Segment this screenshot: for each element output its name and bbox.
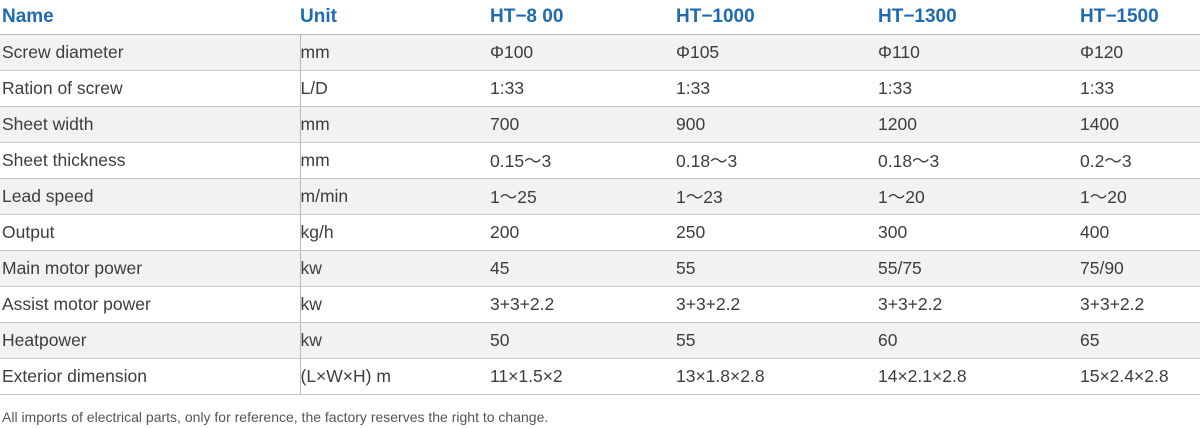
row-value: 700 — [490, 106, 676, 143]
row-value: 0.2～3 — [1080, 142, 1200, 179]
header-model: HT−1300 — [878, 0, 1080, 35]
row-value: 3+3+2.2 — [490, 286, 676, 323]
row-value: 1～23 — [676, 178, 878, 215]
row-name: Heatpower — [0, 322, 301, 359]
table-row: Exterior dimension (L×W×H) m 11×1.5×2 13… — [0, 358, 1200, 395]
row-value: 300 — [878, 214, 1080, 251]
row-value: 55 — [676, 250, 878, 287]
row-value: 55/75 — [878, 250, 1080, 287]
row-name: Assist motor power — [0, 286, 301, 323]
header-unit: Unit — [300, 0, 490, 35]
row-name: Main motor power — [0, 250, 301, 287]
row-value: 900 — [676, 106, 878, 143]
row-unit: mm — [300, 34, 490, 71]
row-value: 75/90 — [1080, 250, 1200, 287]
row-value: 3+3+2.2 — [878, 286, 1080, 323]
row-value: 0.18～3 — [878, 142, 1080, 179]
spec-table: Name Unit HT−8 00 HT−1000 HT−1300 HT−150… — [0, 0, 1200, 395]
row-value: 60 — [878, 322, 1080, 359]
header-model: HT−1000 — [676, 0, 878, 35]
header-name: Name — [0, 0, 300, 35]
row-unit: kg/h — [300, 214, 490, 251]
row-value: 1:33 — [490, 70, 676, 107]
row-name: Sheet thickness — [0, 142, 301, 179]
row-value: 1:33 — [1080, 70, 1200, 107]
row-value: 200 — [490, 214, 676, 251]
row-name: Exterior dimension — [0, 358, 301, 395]
table-row: Screw diameter mm Φ100 Φ105 Φ110 Φ120 — [0, 34, 1200, 71]
row-value: 65 — [1080, 322, 1200, 359]
row-value: 3+3+2.2 — [1080, 286, 1200, 323]
row-name: Lead speed — [0, 178, 301, 215]
row-value: 15×2.4×2.8 — [1080, 358, 1200, 395]
row-value: 1:33 — [878, 70, 1080, 107]
row-value: 1～20 — [1080, 178, 1200, 215]
table-row: Sheet thickness mm 0.15～3 0.18～3 0.18～3 … — [0, 142, 1200, 179]
row-name: Ration of screw — [0, 70, 301, 107]
row-value: 250 — [676, 214, 878, 251]
row-unit: kw — [300, 286, 490, 323]
row-value: 14×2.1×2.8 — [878, 358, 1080, 395]
table-row: Output kg/h 200 250 300 400 — [0, 214, 1200, 251]
table-row: Heatpower kw 50 55 60 65 — [0, 322, 1200, 359]
header-model: HT−1500 — [1080, 0, 1200, 35]
row-value: Φ105 — [676, 34, 878, 71]
header-model: HT−8 00 — [490, 0, 676, 35]
row-value: 1200 — [878, 106, 1080, 143]
row-value: 1～25 — [490, 178, 676, 215]
table-row: Main motor power kw 45 55 55/75 75/90 — [0, 250, 1200, 287]
row-unit: kw — [300, 250, 490, 287]
row-value: 1400 — [1080, 106, 1200, 143]
row-value: 45 — [490, 250, 676, 287]
row-value: 11×1.5×2 — [490, 358, 676, 395]
row-value: 0.15～3 — [490, 142, 676, 179]
row-value: 1:33 — [676, 70, 878, 107]
table-row: Lead speed m/min 1～25 1～23 1～20 1～20 — [0, 178, 1200, 215]
table-header-row: Name Unit HT−8 00 HT−1000 HT−1300 HT−150… — [0, 0, 1200, 35]
table-row: Sheet width mm 700 900 1200 1400 — [0, 106, 1200, 143]
row-value: Φ110 — [878, 34, 1080, 71]
row-unit: (L×W×H) m — [300, 358, 490, 395]
row-value: 3+3+2.2 — [676, 286, 878, 323]
row-name: Sheet width — [0, 106, 301, 143]
row-value: Φ120 — [1080, 34, 1200, 71]
row-unit: kw — [300, 322, 490, 359]
row-value: 400 — [1080, 214, 1200, 251]
row-name: Screw diameter — [0, 34, 301, 71]
row-value: 55 — [676, 322, 878, 359]
table-row: Assist motor power kw 3+3+2.2 3+3+2.2 3+… — [0, 286, 1200, 323]
row-value: 50 — [490, 322, 676, 359]
row-value: 13×1.8×2.8 — [676, 358, 878, 395]
table-row: Ration of screw L/D 1:33 1:33 1:33 1:33 — [0, 70, 1200, 107]
row-unit: L/D — [300, 70, 490, 107]
row-value: 1～20 — [878, 178, 1080, 215]
row-value: Φ100 — [490, 34, 676, 71]
footnote: All imports of electrical parts, only fo… — [2, 409, 549, 425]
row-unit: mm — [300, 142, 490, 179]
row-value: 0.18～3 — [676, 142, 878, 179]
row-unit: m/min — [300, 178, 490, 215]
row-unit: mm — [300, 106, 490, 143]
row-name: Output — [0, 214, 301, 251]
